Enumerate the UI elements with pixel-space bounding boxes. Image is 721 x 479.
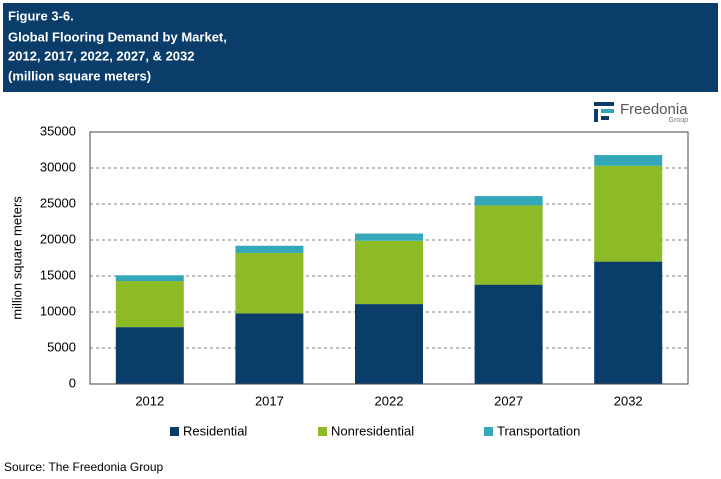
bar-segment: [355, 240, 423, 305]
chart-subtitle: (million square meters): [8, 68, 151, 83]
figure-number: Figure 3-6.: [8, 8, 74, 23]
bar-segment: [115, 281, 184, 328]
logo-name: Freedonia: [620, 101, 688, 118]
legend-swatch: [170, 427, 179, 436]
x-tick-label: 2017: [255, 393, 284, 408]
bar-segment: [594, 155, 663, 166]
chart-title: Global Flooring Demand by Market,: [8, 29, 227, 44]
y-tick-label: 0: [69, 375, 76, 390]
bar-segment: [115, 327, 184, 384]
y-tick-label: 20000: [40, 231, 76, 246]
legend-label: Transportation: [497, 423, 580, 438]
y-tick-label: 25000: [40, 195, 76, 210]
bar-segment: [474, 205, 543, 285]
y-axis-label: million square meters: [9, 196, 24, 320]
bar-segment: [594, 165, 663, 262]
bar-segment: [355, 233, 423, 241]
y-tick-label: 30000: [40, 159, 76, 174]
logo-sub: Group: [669, 117, 689, 124]
legend-swatch: [484, 427, 493, 436]
x-tick-label: 2032: [614, 393, 643, 408]
logo-icon: [594, 102, 614, 122]
legend-label: Residential: [183, 423, 247, 438]
x-tick-label: 2027: [494, 393, 523, 408]
y-tick-label: 5000: [47, 339, 76, 354]
bar-segment: [355, 304, 423, 384]
bar-segment: [594, 261, 663, 384]
bar-segment: [235, 252, 304, 314]
bar-segment: [474, 284, 543, 384]
y-tick-label: 35000: [40, 123, 76, 138]
plot-border: [89, 131, 689, 385]
x-tick-label: 2022: [375, 393, 404, 408]
bar-segment: [474, 196, 543, 206]
source: Source: The Freedonia Group: [4, 460, 164, 474]
bar-segment: [115, 275, 184, 282]
header-band: [3, 3, 718, 92]
x-tick-label: 2012: [135, 393, 164, 408]
chart-title: 2012, 2017, 2022, 2027, & 2032: [8, 48, 195, 63]
legend-label: Nonresidential: [331, 423, 414, 438]
legend-swatch: [318, 427, 327, 436]
bar-segment: [235, 245, 304, 253]
y-tick-label: 15000: [40, 267, 76, 282]
y-tick-label: 10000: [40, 303, 76, 318]
bar-segment: [235, 313, 304, 384]
